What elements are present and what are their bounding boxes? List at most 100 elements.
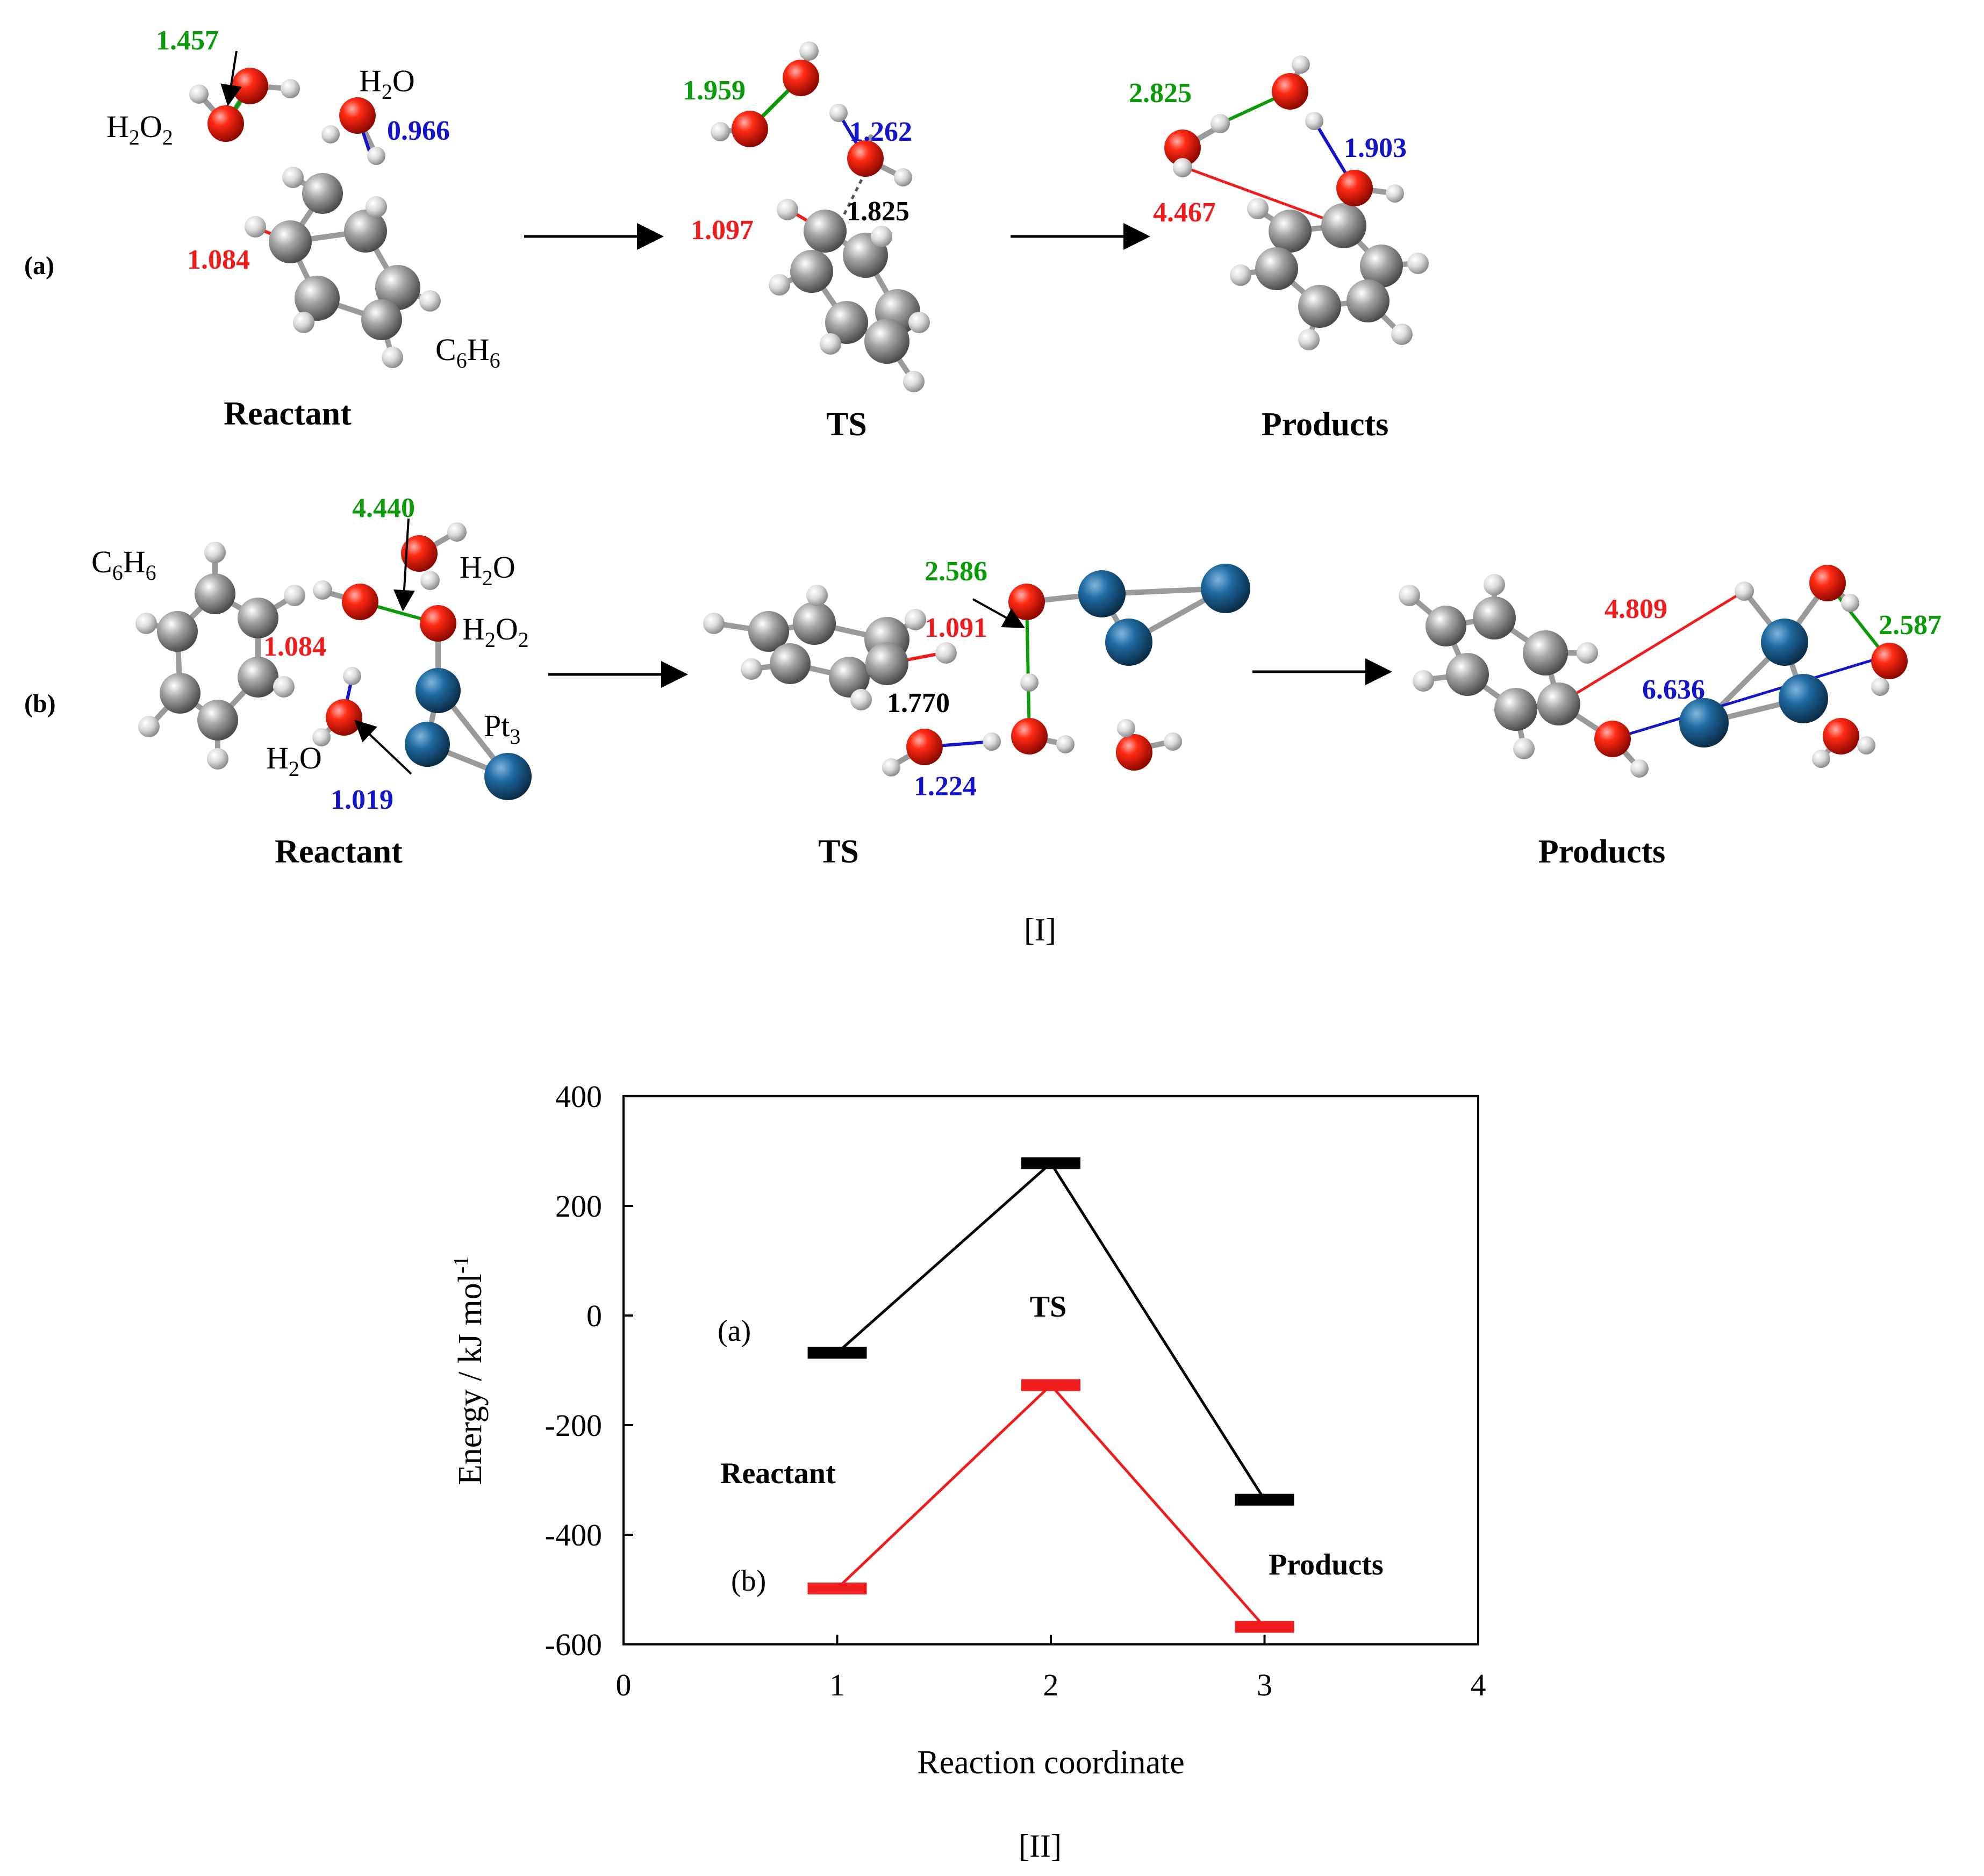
distance-blue: 0.966 [387, 116, 450, 146]
caption-ts: TS [818, 833, 859, 870]
hydrogen-atom [343, 667, 361, 685]
series-line-a [836, 1161, 1266, 1501]
y-axis-label-main: Energy / kJ mol [452, 1274, 489, 1485]
carbon-atom [790, 250, 833, 293]
carbon-atom [269, 220, 312, 263]
oxygen-atom [906, 729, 943, 765]
formula-h2o2: H2O2 [462, 612, 529, 652]
hydrogen-atom [905, 609, 926, 630]
panel-label-I: [I] [1024, 912, 1056, 947]
carbon-atom [793, 602, 836, 645]
oxygen-atom [1594, 721, 1631, 757]
row-a-reactant-molecule [189, 51, 441, 368]
distance-blue: 6.636 [1642, 674, 1705, 705]
carbon-atom [160, 673, 200, 714]
distance-red: 1.097 [691, 215, 754, 246]
hydrogen-atom [204, 542, 226, 563]
oxygen-atom [326, 699, 362, 736]
distance-red: 1.091 [925, 613, 987, 643]
formula-h2o: H2O [266, 741, 322, 781]
row-b-products-molecule [1399, 565, 1908, 778]
carbon-atom [375, 265, 420, 310]
series-label-b: (b) [731, 1564, 766, 1598]
platinum-atom [1679, 698, 1729, 747]
series-line-b [836, 1383, 1266, 1628]
hydrogen-atom [983, 732, 1001, 751]
x-tick-label: 4 [1471, 1667, 1486, 1702]
hydrogen-atom [447, 522, 467, 542]
carbon-atom [295, 276, 340, 321]
carbon-atom [1360, 245, 1403, 287]
hydrogen-atom [1413, 670, 1434, 692]
carbon-atom [1426, 606, 1466, 646]
hydrogen-atom [799, 41, 819, 61]
hydrogen-atom [1056, 735, 1075, 753]
hydrogen-atom [1735, 581, 1754, 601]
x-tick-label: 3 [1257, 1667, 1272, 1702]
formula-h2o2: H2O2 [106, 109, 173, 149]
oxygen-atom [847, 140, 884, 177]
oxygen-atom [207, 105, 244, 142]
hydrogen-atom [1812, 750, 1830, 768]
carbon-atom [804, 210, 847, 253]
hydrogen-atom [894, 168, 912, 186]
hydrogen-atom [293, 312, 314, 333]
carbon-atom [238, 657, 278, 698]
y-tick-label: 200 [555, 1189, 602, 1224]
panel-label-II: [II] [1019, 1828, 1062, 1864]
row-b: (b) [24, 493, 1942, 870]
carbon-atom [302, 173, 343, 214]
hydrogen-atom [138, 716, 160, 737]
platinum-atom [405, 722, 450, 767]
row-b-label: (b) [24, 689, 56, 718]
oxygen-atom [339, 97, 376, 134]
hydrogen-atom [281, 79, 300, 98]
carbon-atom [1269, 210, 1312, 253]
hydrogen-atom [1305, 112, 1323, 130]
hydrogen-atom [189, 84, 209, 104]
hydrogen-atom [741, 658, 762, 680]
hydrogen-atom [1164, 732, 1182, 751]
platinum-atom [416, 668, 461, 713]
platinum-atom [484, 753, 532, 800]
caption-ts: TS [826, 406, 867, 443]
hydrogen-atom [1399, 585, 1420, 606]
carbon-atom [361, 299, 402, 340]
y-axis: 400 200 0 -200 -400 -600 [545, 1079, 633, 1662]
distance-black: 1.770 [887, 688, 950, 718]
hydrogen-atom [1577, 642, 1598, 664]
energy-chart: 400 200 0 -200 -400 -600 0 1 2 3 4 Reaction coord… [449, 1079, 1486, 1781]
formula-c6h6: C6H6 [91, 544, 156, 585]
carbon-atom [1346, 279, 1389, 322]
hydrogen-atom [273, 676, 295, 698]
carbon-atom [829, 657, 870, 698]
annotation-ts: TS [1030, 1290, 1067, 1324]
distance-red: 4.467 [1153, 197, 1216, 228]
hydrogen-atom [703, 613, 725, 634]
hydrogen-atom [1407, 253, 1429, 274]
annotation-arrow [220, 51, 242, 106]
y-tick-label: 400 [555, 1079, 602, 1114]
distance-green: 1.457 [156, 25, 219, 56]
distance-green: 2.825 [1129, 78, 1192, 109]
series-lines [836, 1161, 1266, 1628]
hydrogen-atom [903, 371, 925, 392]
hydrogen-atom [777, 199, 798, 220]
y-tick-label: -600 [545, 1627, 602, 1662]
hydrogen-atom [820, 333, 841, 355]
oxygen-atom [1336, 170, 1373, 206]
hydrogen-atom [1020, 673, 1038, 692]
carbon-atom [825, 301, 868, 344]
hydrogen-atom [1871, 678, 1889, 696]
carbon-atom [865, 642, 908, 685]
x-axis-label: Reaction coordinate [917, 1744, 1185, 1781]
hydrogen-atom [1292, 55, 1310, 74]
x-tick-label: 2 [1043, 1667, 1059, 1702]
oxygen-atom [420, 605, 456, 642]
formula-pt3: Pt3 [484, 708, 520, 749]
annotation-reactant: Reactant [720, 1457, 836, 1490]
distance-green: 2.586 [925, 556, 987, 587]
hydrogen-atom [419, 290, 441, 312]
oxygen-atom [1164, 130, 1201, 166]
